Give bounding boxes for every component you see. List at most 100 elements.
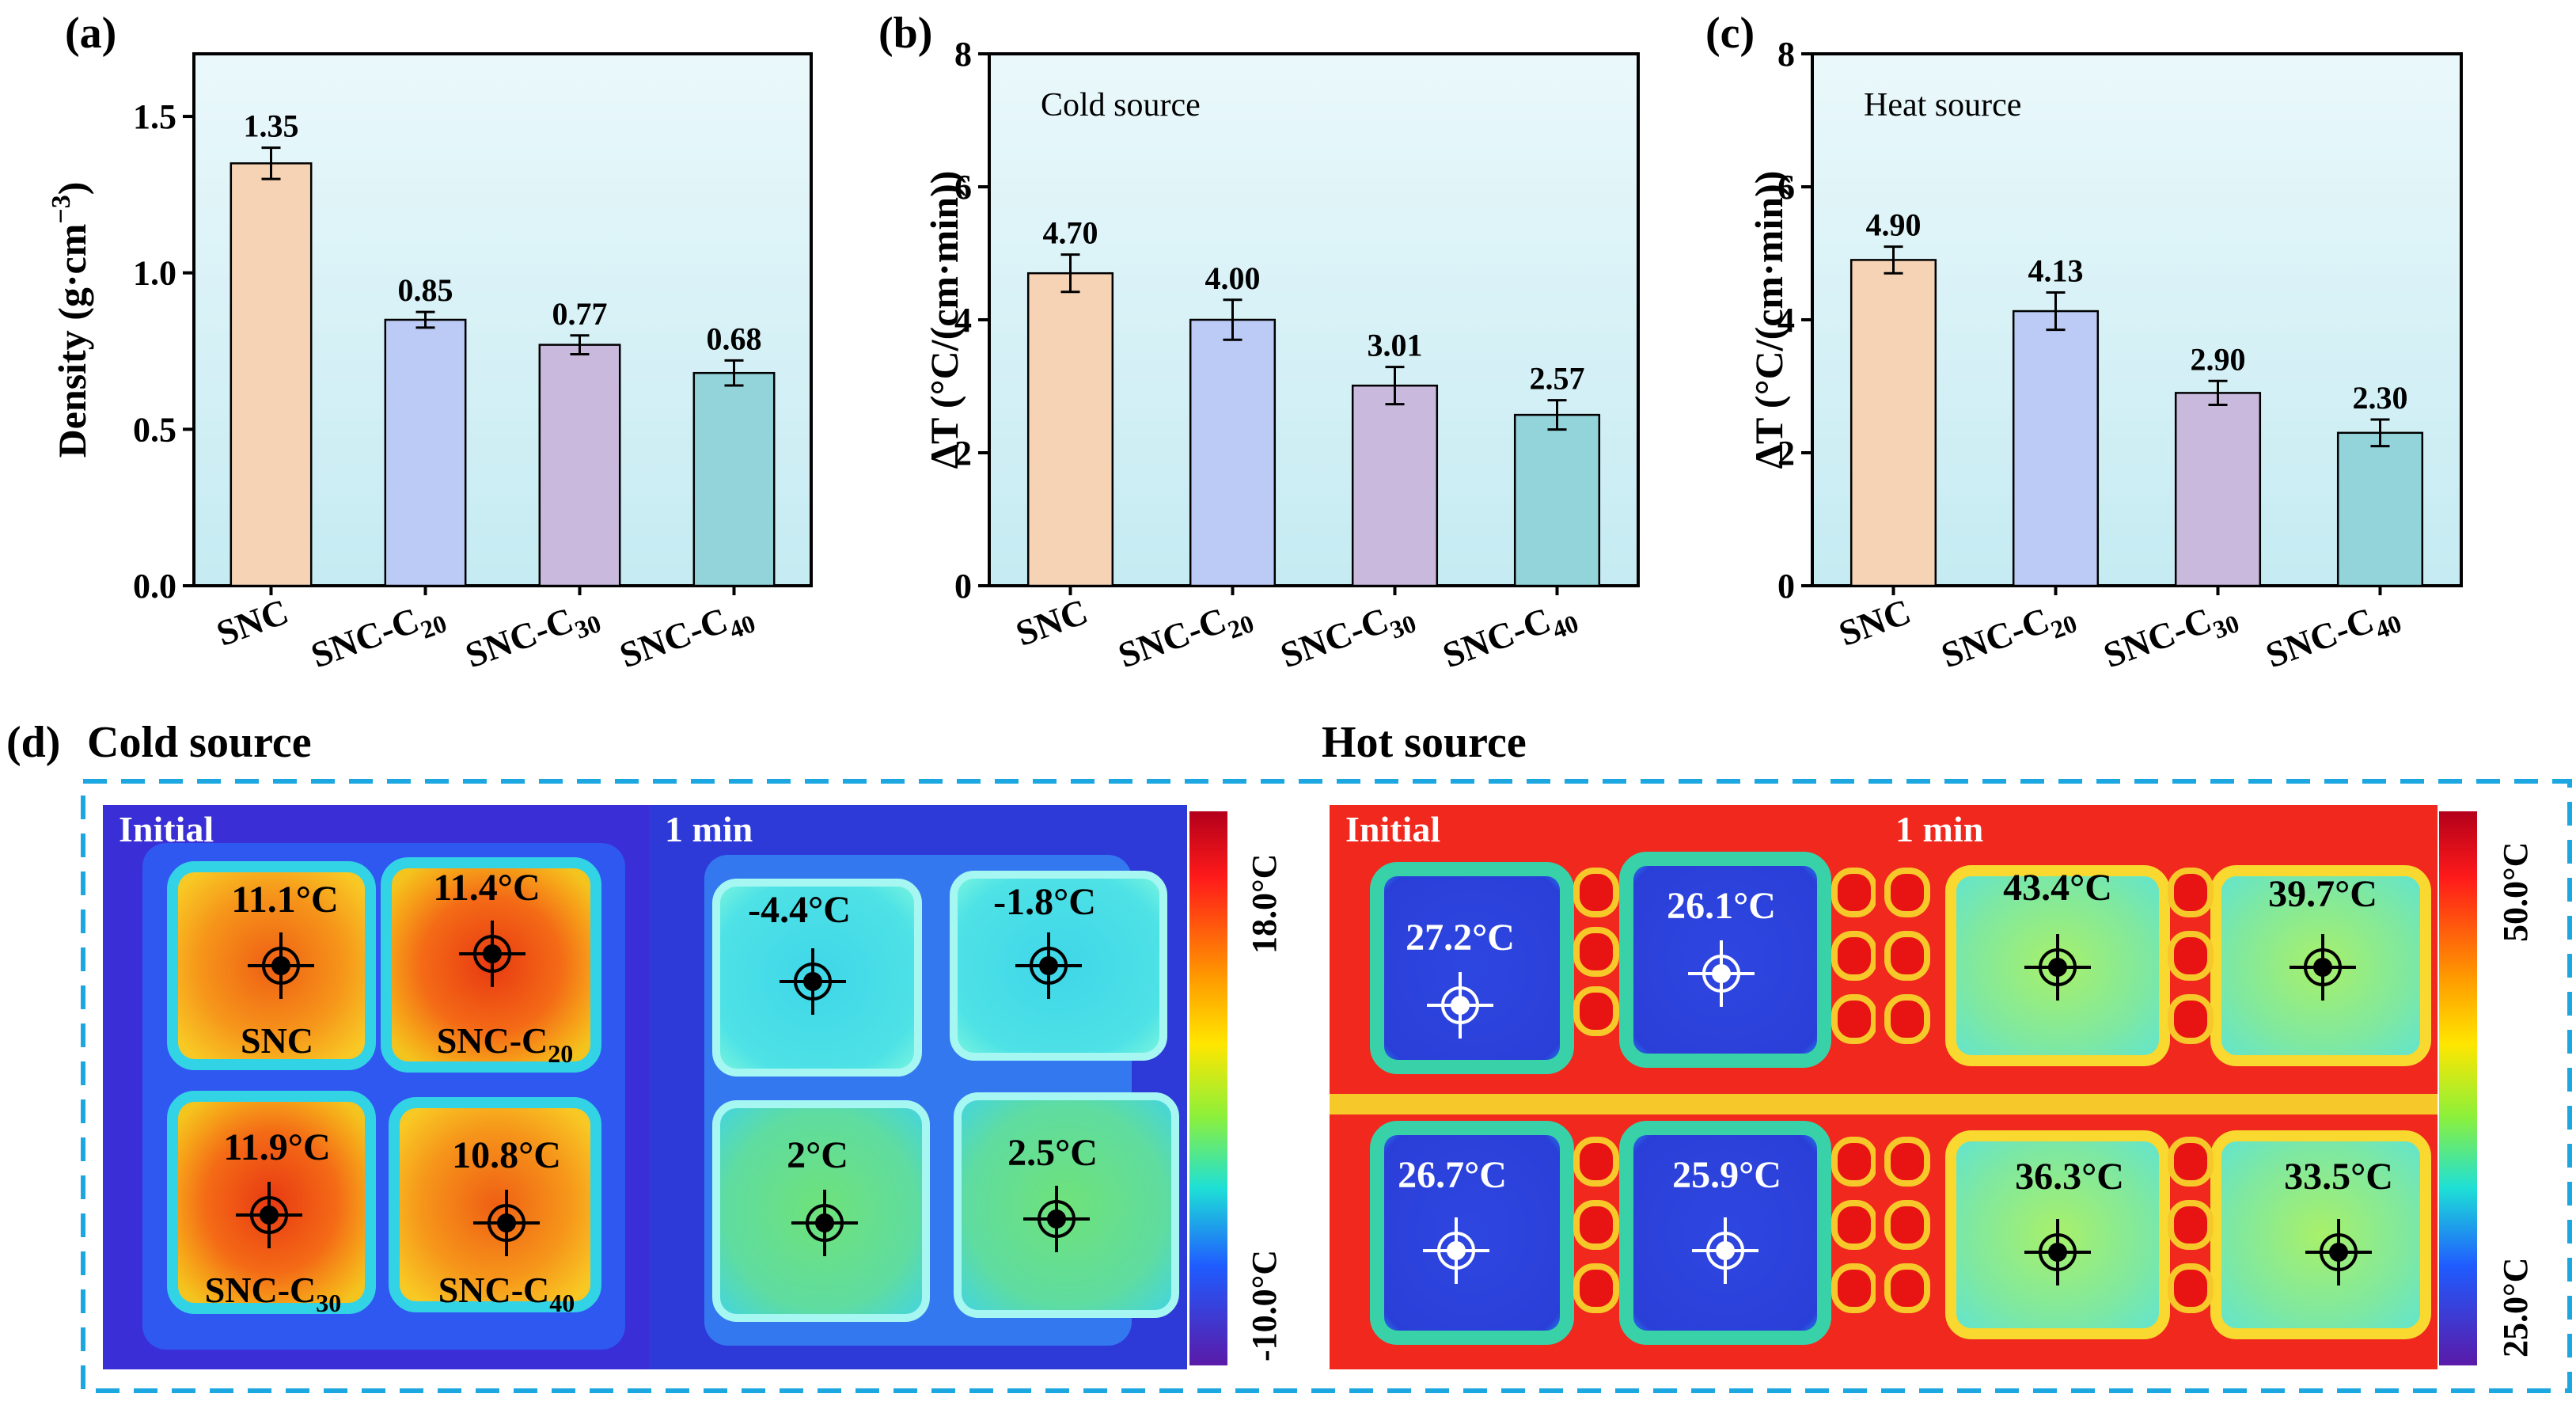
value-label: 4.00 — [1205, 260, 1261, 296]
y-tick-label: 8 — [1777, 35, 1795, 74]
category-label-sub: 40 — [1549, 609, 1582, 644]
category-label-main: SNC-C — [1936, 599, 2054, 675]
crosshair-dot — [271, 956, 290, 975]
category-label: SNC-C20 — [305, 590, 450, 682]
category-label: SNC-C30 — [2098, 590, 2243, 682]
y-tick-label: 0.0 — [133, 567, 176, 606]
y-axis-label: ΔT (°C/(cm·min)) — [922, 171, 966, 469]
value-label: 2.57 — [1530, 361, 1585, 397]
y-tick-label: 0.5 — [133, 410, 176, 449]
hot-initial-image: Initial — [1330, 805, 1877, 1369]
plot-title: Cold source — [1041, 87, 1201, 123]
category-label-sub: 30 — [571, 609, 605, 644]
value-label: 4.13 — [2028, 253, 2084, 289]
crosshair-marker — [1688, 940, 1755, 1007]
bar — [2174, 392, 2262, 587]
panel-d-label: (d) — [6, 718, 60, 767]
cold-colorbar-min: -10.0°C — [1245, 1250, 1284, 1361]
category-label: SNC-C40 — [2260, 590, 2405, 682]
y-tick-label: 1.5 — [133, 97, 176, 136]
hot-initial-temp: 25.9°C — [1672, 1154, 1781, 1196]
sample-label: SNC — [241, 1020, 313, 1061]
hot-1min-temp: 36.3°C — [2015, 1156, 2124, 1198]
crosshair-dot — [803, 972, 822, 991]
y-tick-label: 6 — [1777, 168, 1795, 207]
y-tick-label: 1.0 — [133, 254, 176, 293]
bar — [1026, 272, 1114, 587]
sample-label-main: SNC-C — [205, 1270, 317, 1310]
category-label: SNC — [211, 590, 294, 653]
bar — [2336, 431, 2424, 587]
cold-initial-image: Initial — [103, 805, 649, 1369]
bar — [230, 162, 313, 587]
crosshair-dot — [497, 1213, 516, 1232]
bar — [1513, 413, 1601, 587]
crosshair-dot — [2048, 1243, 2067, 1262]
y-axis-label-end: ) — [50, 182, 94, 196]
category-label: SNC-C30 — [1275, 590, 1420, 682]
crosshair-dot — [1712, 964, 1731, 983]
crosshair-marker — [2024, 934, 2091, 1001]
category-label-main: SNC-C — [614, 599, 733, 675]
bar — [384, 318, 467, 587]
crosshair-marker — [236, 1182, 302, 1248]
crosshair-marker — [1427, 972, 1493, 1039]
category-label-main: SNC-C — [1113, 599, 1231, 675]
category-label-main: SNC — [1834, 590, 1916, 653]
hot-initial-label: Initial — [1345, 809, 1440, 849]
cold-initial-temp: 10.8°C — [452, 1134, 561, 1176]
chart-1: (a) 0.0 0.5 1.0 1.5 Density (g·cm−3) 1.35 SNC 0.… — [47, 9, 813, 682]
sample-label-sub: 20 — [548, 1039, 573, 1068]
category-label-main: SNC-C — [460, 599, 579, 675]
crosshair-marker — [791, 1190, 858, 1256]
crosshair-dot — [2313, 958, 2332, 977]
chart-3: (c) 0 2 4 6 8 ΔT (°C/(cm·min)) Heat source 4.90 S… — [1705, 9, 2463, 682]
cold-1min-temp: -1.8°C — [993, 881, 1096, 923]
category-label: SNC-C20 — [1113, 590, 1258, 682]
value-label: 2.30 — [2353, 380, 2408, 416]
crosshair-marker — [248, 932, 314, 999]
category-label: SNC — [1834, 590, 1916, 653]
hot-colorbar-min: 25.0°C — [2496, 1258, 2535, 1358]
y-axis-label-sup: −3 — [47, 195, 76, 223]
cold-source-title: Cold source — [87, 718, 312, 767]
crosshair-dot — [260, 1206, 279, 1225]
value-label: 0.77 — [552, 296, 608, 332]
hot-initial-temp: 27.2°C — [1406, 917, 1515, 959]
hot-source-title: Hot source — [1322, 718, 1527, 767]
y-tick-label: 0 — [954, 567, 972, 606]
category-label-main: SNC-C — [1437, 599, 1556, 675]
value-label: 1.35 — [244, 108, 299, 144]
sample-label-sub: 30 — [316, 1289, 341, 1317]
category-label: SNC-C20 — [1936, 590, 2081, 682]
panel-label: (a) — [65, 9, 116, 58]
sample-label-sub: 40 — [549, 1289, 575, 1317]
category-label-main: SNC-C — [2260, 599, 2379, 675]
crosshair-marker — [1692, 1217, 1758, 1284]
crosshair-dot — [1447, 1241, 1466, 1260]
crosshair-marker — [2305, 1219, 2372, 1285]
category-label-sub: 20 — [417, 609, 450, 644]
crosshair-marker — [2290, 934, 2356, 1001]
hot-colorbar-max: 50.0°C — [2496, 842, 2535, 942]
crosshair-marker — [1423, 1217, 1489, 1284]
cold-1min-temp: 2°C — [787, 1134, 848, 1176]
crosshair-dot — [2048, 958, 2067, 977]
cold-initial-temp: 11.1°C — [231, 879, 338, 921]
dashed-frame — [81, 779, 2572, 1393]
category-label-sub: 40 — [726, 609, 759, 644]
sample-label-main: SNC-C — [438, 1270, 550, 1310]
hot-1min-temp: 43.4°C — [2003, 867, 2112, 909]
crosshair-marker — [459, 921, 525, 987]
value-label: 3.01 — [1368, 328, 1423, 363]
cold-1min-temp: -4.4°C — [748, 889, 851, 931]
category-label: SNC-C40 — [1437, 590, 1582, 682]
crosshair-dot — [815, 1213, 834, 1232]
crosshair-dot — [1716, 1241, 1735, 1260]
cold-colorbar — [1189, 811, 1227, 1365]
y-tick-label: 2 — [954, 434, 972, 473]
category-label-main: SNC — [1011, 590, 1093, 653]
category-label-main: SNC-C — [305, 599, 424, 675]
category-label: SNC-C30 — [460, 590, 605, 682]
